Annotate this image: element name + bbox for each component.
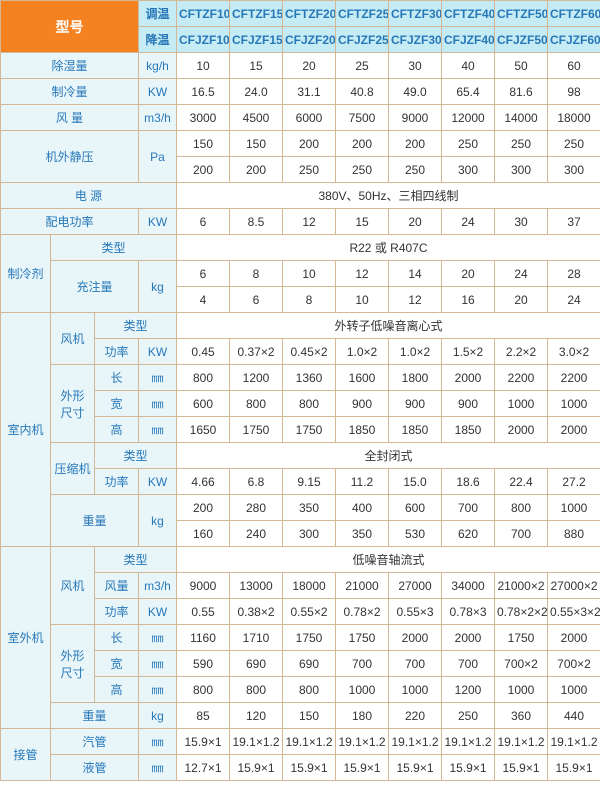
pipe-label: 接管: [1, 729, 51, 781]
model-j-2: CFJZF20: [283, 27, 336, 53]
refrigerant-label: 制冷剂: [1, 235, 51, 313]
model-t-3: CFTZF25: [336, 1, 389, 27]
indoor-label: 室内机: [1, 313, 51, 547]
mode-cool-label: 降温: [139, 27, 177, 53]
model-j-1: CFJZF15: [230, 27, 283, 53]
spec-table: 型号调温CFTZF10CFTZF15CFTZF20CFTZF25CFTZF30C…: [0, 0, 600, 781]
model-j-7: CFJZF60: [548, 27, 600, 53]
model-j-0: CFJZF10: [177, 27, 230, 53]
model-t-1: CFTZF15: [230, 1, 283, 27]
mode-warm-label: 调温: [139, 1, 177, 27]
model-t-2: CFTZF20: [283, 1, 336, 27]
model-j-4: CFJZF30: [389, 27, 442, 53]
airflow-label: 风 量: [1, 105, 139, 131]
cooling-label: 制冷量: [1, 79, 139, 105]
model-label: 型号: [1, 1, 139, 53]
power-src-label: 电 源: [1, 183, 177, 209]
model-t-0: CFTZF10: [177, 1, 230, 27]
model-j-5: CFJZF40: [442, 27, 495, 53]
model-t-4: CFTZF30: [389, 1, 442, 27]
model-t-5: CFTZF40: [442, 1, 495, 27]
indoor-dim-label: 外形尺寸: [51, 365, 95, 443]
outdoor-label: 室外机: [1, 547, 51, 729]
outdoor-dim-label: 外形尺寸: [51, 625, 95, 703]
elec-power-label: 配电功率: [1, 209, 139, 235]
model-j-3: CFJZF25: [336, 27, 389, 53]
dehumid-label: 除湿量: [1, 53, 139, 79]
model-j-6: CFJZF50: [495, 27, 548, 53]
esp-label: 机外静压: [1, 131, 139, 183]
model-t-7: CFTZF60: [548, 1, 600, 27]
model-t-6: CFTZF50: [495, 1, 548, 27]
